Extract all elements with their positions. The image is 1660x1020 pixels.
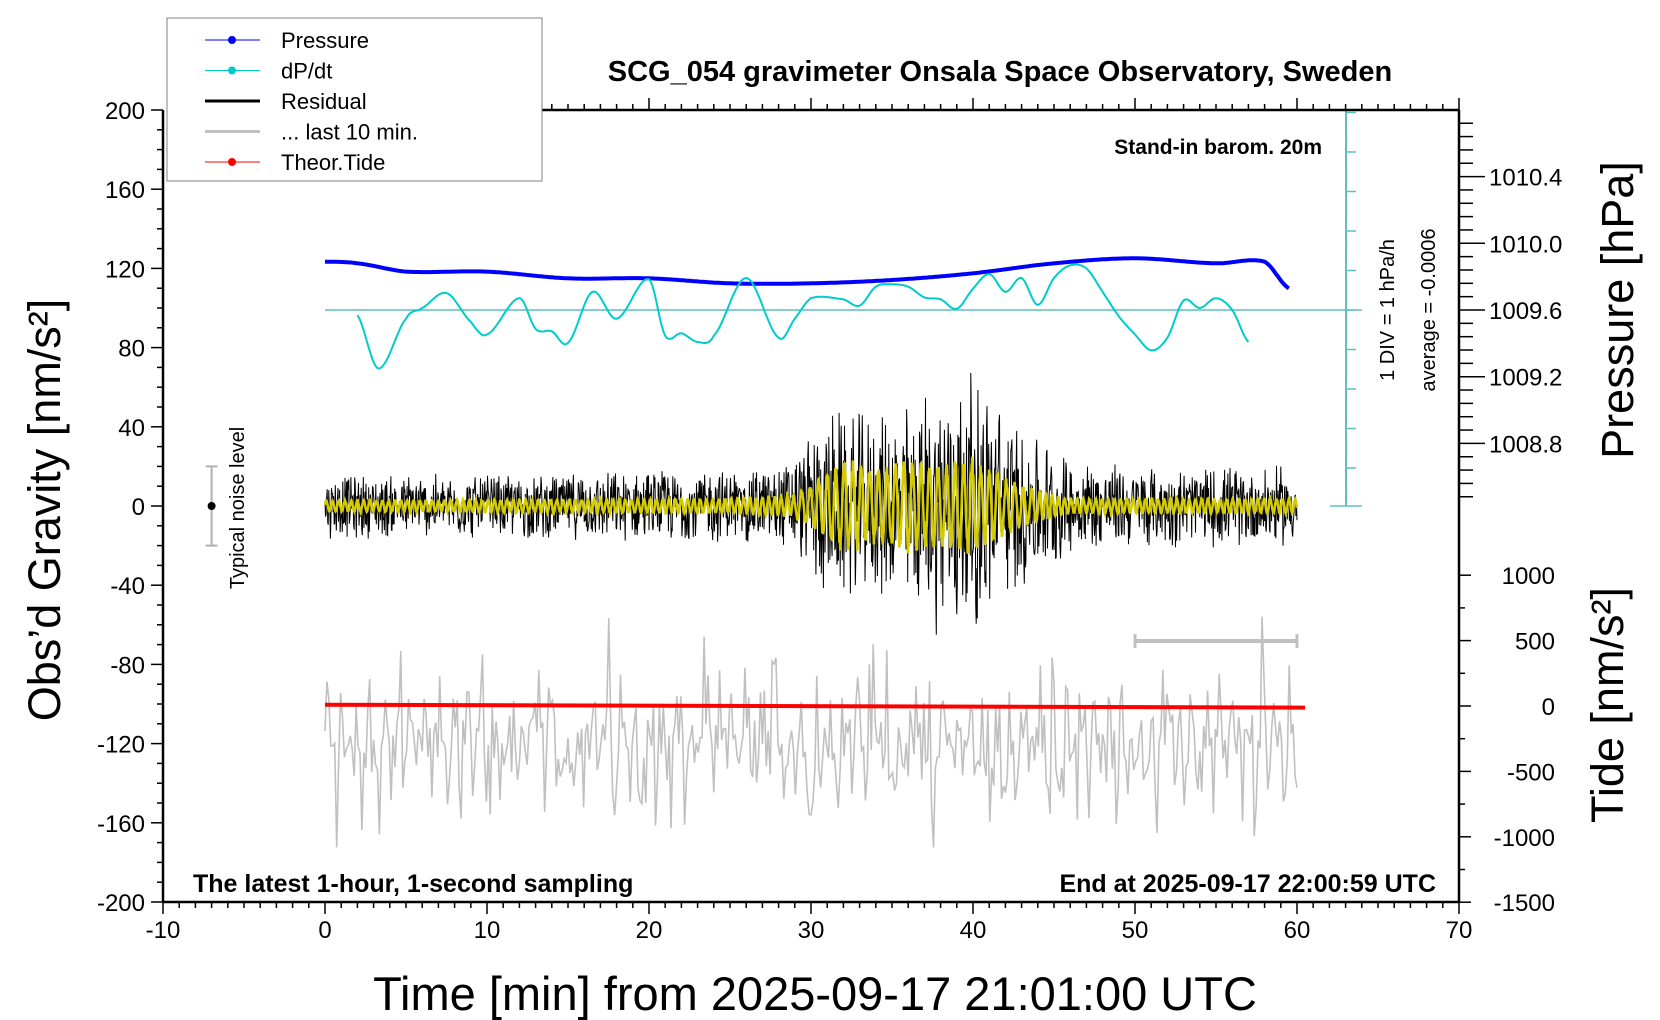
y-tick-label-left: -200: [97, 890, 145, 917]
chart-marks: [205, 110, 1362, 848]
legend-label: Residual: [281, 89, 367, 114]
noise-level-dot: [207, 502, 216, 510]
x-tick-label: 0: [318, 917, 331, 944]
div-scale-label: 1 DIV = 1 hPa/h: [1377, 239, 1399, 381]
y-tick-label-pressure: 1008.8: [1489, 431, 1562, 458]
pressure-line: [324, 256, 1290, 290]
x-axis-label: Time [min] from 2025-09-17 21:01:00 UTC: [373, 967, 1257, 1020]
x-tick-label: 20: [636, 917, 663, 944]
y-tick-label-left: 200: [105, 98, 145, 125]
legend-entry: Theor.Tide: [205, 150, 385, 175]
last-10-min-line: [324, 616, 1298, 848]
theor-tide-line: [324, 702, 1306, 710]
dpdt-line: [356, 263, 1250, 370]
y-tick-label-left: -160: [97, 811, 145, 838]
y-axis-label-pressure: Pressure [hPa]: [1592, 161, 1643, 459]
y-tick-label-pressure: 1010.4: [1489, 165, 1562, 192]
y-tick-label-left: -120: [97, 732, 145, 759]
y-tick-label-pressure: 1009.2: [1489, 365, 1562, 392]
y-tick-label-left: 0: [132, 494, 145, 521]
y-tick-label-left: 120: [105, 256, 145, 283]
y-tick-label-tide: 500: [1515, 629, 1555, 656]
legend: Pressure dP/dt Residual ... last 10 min. The…: [166, 17, 543, 182]
barometer-note: Stand-in barom. 20m: [1114, 136, 1322, 159]
legend-swatch-dot: [228, 158, 236, 166]
legend-entry: Residual: [205, 89, 367, 114]
legend-swatch-dot: [228, 36, 236, 44]
y-tick-label-tide: 1000: [1502, 563, 1555, 590]
y-tick-label-left: -80: [110, 652, 145, 679]
y-tick-label-tide: 0: [1542, 694, 1555, 721]
x-tick-label: 50: [1122, 917, 1149, 944]
legend-label: Theor.Tide: [281, 150, 385, 175]
x-tick-label: 40: [960, 917, 987, 944]
noise-level-label: Typical noise level: [227, 427, 249, 589]
y-tick-label-tide: -1000: [1494, 825, 1555, 852]
y-tick-label-tide: -500: [1507, 759, 1555, 786]
average-label: average = -0.0006: [1418, 229, 1440, 392]
legend-swatch-dot: [228, 66, 236, 75]
y-axis-label-tide: Tide [nm/s²]: [1582, 587, 1633, 823]
end-time-note: End at 2025-09-17 22:00:59 UTC: [1059, 870, 1436, 898]
legend-label: Pressure: [281, 28, 369, 53]
y-tick-label-pressure: 1010.0: [1489, 231, 1562, 258]
x-tick-label: 70: [1446, 917, 1473, 944]
y-tick-label-left: 80: [118, 336, 145, 363]
sampling-note: The latest 1-hour, 1-second sampling: [193, 870, 633, 898]
x-tick-label: 60: [1284, 917, 1311, 944]
x-tick-label: 10: [474, 917, 501, 944]
chart-title: SCG_054 gravimeter Onsala Space Observat…: [608, 56, 1392, 88]
y-tick-label-left: 40: [118, 415, 145, 442]
legend-label: dP/dt: [281, 59, 332, 84]
chart-axes: -10 0 10 20 30 40 50 60 70 200 160 120 80 40 0 -40 -80 -1…: [97, 98, 1562, 944]
y-axis-label-left: Obs’d Gravity [nm/s²]: [19, 299, 70, 722]
x-tick-label: 30: [798, 917, 825, 944]
legend-label: ... last 10 min.: [281, 120, 418, 145]
y-tick-label-left: -40: [110, 573, 145, 600]
y-tick-label-pressure: 1009.6: [1489, 298, 1562, 325]
y-tick-label-tide: -1500: [1494, 890, 1555, 917]
residual-filtered-line: [323, 456, 1299, 554]
x-tick-label: -10: [146, 917, 181, 944]
y-tick-label-left: 160: [105, 177, 145, 204]
legend-entry: Pressure: [205, 28, 369, 53]
legend-entry: dP/dt: [205, 59, 332, 84]
legend-entry: ... last 10 min.: [205, 120, 418, 145]
